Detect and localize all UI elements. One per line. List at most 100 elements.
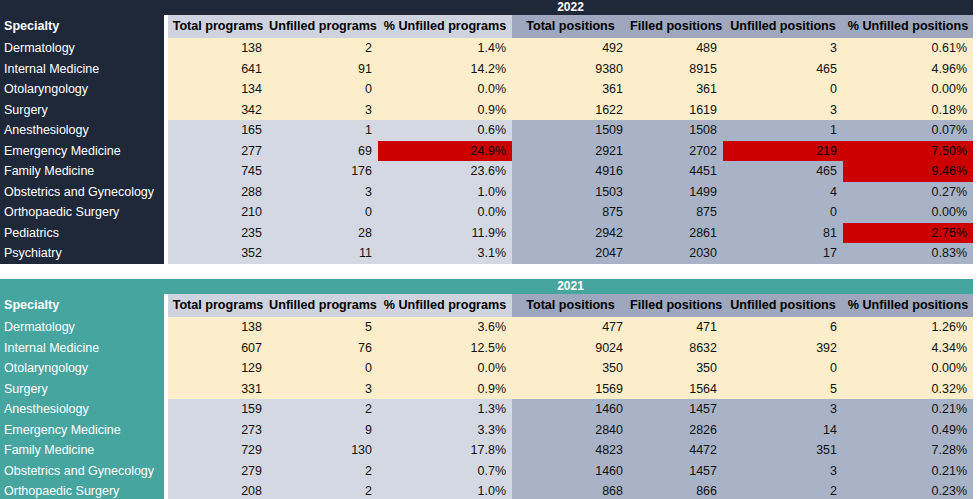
value-cell: 1508 [629,120,723,141]
column-header: Unfilled positions [723,294,843,317]
value-cell: 866 [629,481,723,499]
value-cell: 69 [268,141,378,162]
value-cell-alert: 7.50% [843,141,973,162]
value-cell: 1509 [512,120,629,141]
value-cell: 1457 [629,461,723,482]
value-cell: 1569 [512,379,629,400]
table-divider [0,264,977,280]
table-body-2021: Dermatology13853.6%47747161.26%Internal … [0,317,973,499]
value-cell: 17 [723,243,843,264]
specialty-cell: Family Medicine [0,440,168,461]
column-header: % Unfilled programs [378,15,512,38]
specialty-cell: Surgery [0,100,168,121]
value-cell: 12.5% [378,338,512,359]
column-header: % Unfilled programs [378,294,512,317]
value-cell: 471 [629,317,723,338]
value-cell: 2 [268,399,378,420]
value-cell: 159 [168,399,268,420]
value-cell: 9380 [512,59,629,80]
table-row: Orthopaedic Surgery21000.0%87587500.00% [0,202,973,223]
column-header: Total positions [512,294,629,317]
header-row: SpecialtyTotal programsUnfilled programs… [0,294,973,317]
value-cell: 14 [723,420,843,441]
value-cell: 1457 [629,399,723,420]
value-cell: 14.2% [378,59,512,80]
value-cell: 0.00% [843,202,973,223]
value-cell: 0 [268,358,378,379]
value-cell: 1.0% [378,182,512,203]
value-cell: 1.26% [843,317,973,338]
value-cell: 91 [268,59,378,80]
value-cell: 7.28% [843,440,973,461]
value-cell: 875 [629,202,723,223]
table-row: Surgery34230.9%1622161930.18% [0,100,973,121]
value-cell-alert: 219 [723,141,843,162]
value-cell: 76 [268,338,378,359]
table-row: Surgery33130.9%1569156450.32% [0,379,973,400]
table-row: Otolaryngology13400.0%36136100.00% [0,79,973,100]
table-row: Family Medicine72913017.8%482344723517.2… [0,440,973,461]
column-header: Unfilled positions [723,15,843,38]
value-cell: 1.4% [378,38,512,59]
specialty-column-header: Specialty [0,15,168,38]
value-cell: 868 [512,481,629,499]
header-row: SpecialtyTotal programsUnfilled programs… [0,15,973,38]
specialty-cell: Dermatology [0,317,168,338]
value-cell: 4823 [512,440,629,461]
column-header: % Unfilled positions [843,15,973,38]
column-header: % Unfilled positions [843,294,973,317]
value-cell: 8632 [629,338,723,359]
value-cell: 277 [168,141,268,162]
value-cell: 1460 [512,461,629,482]
value-cell: 288 [168,182,268,203]
value-cell: 8915 [629,59,723,80]
value-cell: 2 [268,461,378,482]
year-label-2021: 2021 [557,279,584,294]
column-header: Total programs [168,15,268,38]
value-cell: 2942 [512,223,629,244]
value-cell: 0.23% [843,481,973,499]
value-cell: 1564 [629,379,723,400]
column-header: Unfilled programs [268,15,378,38]
value-cell: 4.96% [843,59,973,80]
specialty-cell: Internal Medicine [0,338,168,359]
table-row: Anesthesiology16510.6%1509150810.07% [0,120,973,141]
value-cell: 1503 [512,182,629,203]
table-row: Otolaryngology12900.0%35035000.00% [0,358,973,379]
value-cell: 11.9% [378,223,512,244]
value-cell: 0 [723,79,843,100]
value-cell: 745 [168,161,268,182]
value-cell: 3 [723,399,843,420]
specialty-cell: Surgery [0,379,168,400]
value-cell: 2921 [512,141,629,162]
value-cell: 3 [723,38,843,59]
value-cell: 0.00% [843,79,973,100]
specialty-cell: Obstetrics and Gynecology [0,461,168,482]
value-cell: 9024 [512,338,629,359]
value-cell: 0.49% [843,420,973,441]
table-row: Psychiatry352113.1%20472030170.83% [0,243,973,264]
column-header: Filled positions [629,15,723,38]
value-cell: 9 [268,420,378,441]
value-cell: 2826 [629,420,723,441]
value-cell: 342 [168,100,268,121]
value-cell: 465 [723,161,843,182]
specialty-cell: Dermatology [0,38,168,59]
column-header: Total positions [512,15,629,38]
column-header: Unfilled programs [268,294,378,317]
value-cell: 0.21% [843,399,973,420]
year-label-2022: 2022 [557,0,584,15]
value-cell-alert: 9.46% [843,161,973,182]
value-cell: 641 [168,59,268,80]
match-results-page: 2022 SpecialtyTotal programsUnfilled pro… [0,0,977,499]
value-cell: 0.0% [378,79,512,100]
specialty-table-2021: SpecialtyTotal programsUnfilled programs… [0,294,973,499]
column-header: Total programs [168,294,268,317]
table-row: Anesthesiology15921.3%1460145730.21% [0,399,973,420]
value-cell: 0.9% [378,100,512,121]
specialty-cell: Emergency Medicine [0,141,168,162]
value-cell: 0.00% [843,358,973,379]
value-cell: 465 [723,59,843,80]
value-cell: 2840 [512,420,629,441]
value-cell: 273 [168,420,268,441]
